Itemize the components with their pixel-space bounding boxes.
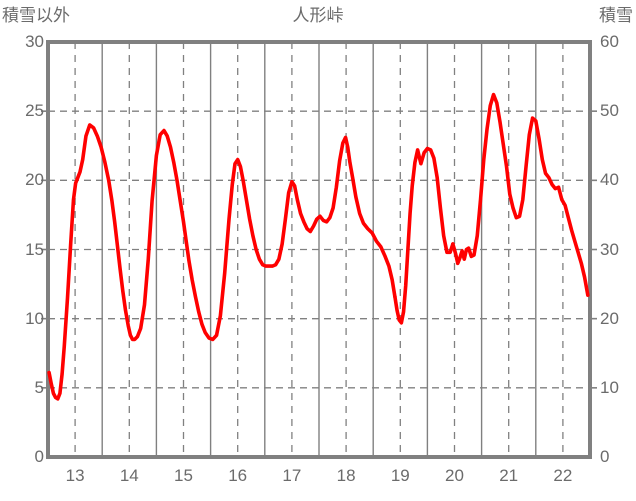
x-axis-tick-label: 14 xyxy=(119,466,139,485)
x-axis-tick-label: 16 xyxy=(228,466,248,485)
y-axis-left-tick-label: 5 xyxy=(34,377,44,397)
y-axis-right-tick-label: 60 xyxy=(600,32,619,51)
x-axis-tick-label: 15 xyxy=(174,466,193,485)
axis-ticks xyxy=(41,110,597,389)
y-axis-left-tick-label: 10 xyxy=(25,308,44,328)
y-axis-right-tick-label: 20 xyxy=(600,308,619,328)
data-line-segment-1 xyxy=(393,146,455,325)
chart-title: 人形峠 xyxy=(292,6,344,25)
y-axis-right-tick-label: 10 xyxy=(600,377,619,397)
x-axis-tick-label: 18 xyxy=(336,466,356,485)
y-axis-left-tick-label: 0 xyxy=(34,447,44,466)
x-axis-tick-label: 20 xyxy=(445,466,464,485)
x-axis-tick-label: 13 xyxy=(65,466,85,485)
y-axis-right-tick-label: 30 xyxy=(600,239,619,259)
plot-border xyxy=(46,40,592,459)
y-axis-right-tick-label: 0 xyxy=(600,447,610,466)
x-axis-tick-label: 17 xyxy=(282,466,302,485)
y-axis-left-tick-label: 30 xyxy=(25,32,44,51)
data-line-segment-0 xyxy=(47,123,397,401)
y-axis-left-tick-label: 15 xyxy=(25,239,44,259)
y-axis-right-tick-label: 40 xyxy=(600,170,619,190)
y-axis-right-tick-label: 50 xyxy=(600,101,619,121)
x-axis-tick-label: 21 xyxy=(499,466,519,485)
y-axis-left-tick-label: 20 xyxy=(25,170,44,190)
x-axis-tick-label: 19 xyxy=(390,466,410,485)
grid-layer xyxy=(47,42,591,457)
right-axis-title: 積雪 xyxy=(599,6,633,25)
data-line-layer xyxy=(47,92,590,401)
y-axis-left-tick-label: 25 xyxy=(25,101,44,121)
x-axis-tick-label: 22 xyxy=(553,466,573,485)
left-axis-title: 積雪以外 xyxy=(2,6,70,25)
data-line-segment-2 xyxy=(451,92,590,297)
plot-frame xyxy=(46,40,592,459)
